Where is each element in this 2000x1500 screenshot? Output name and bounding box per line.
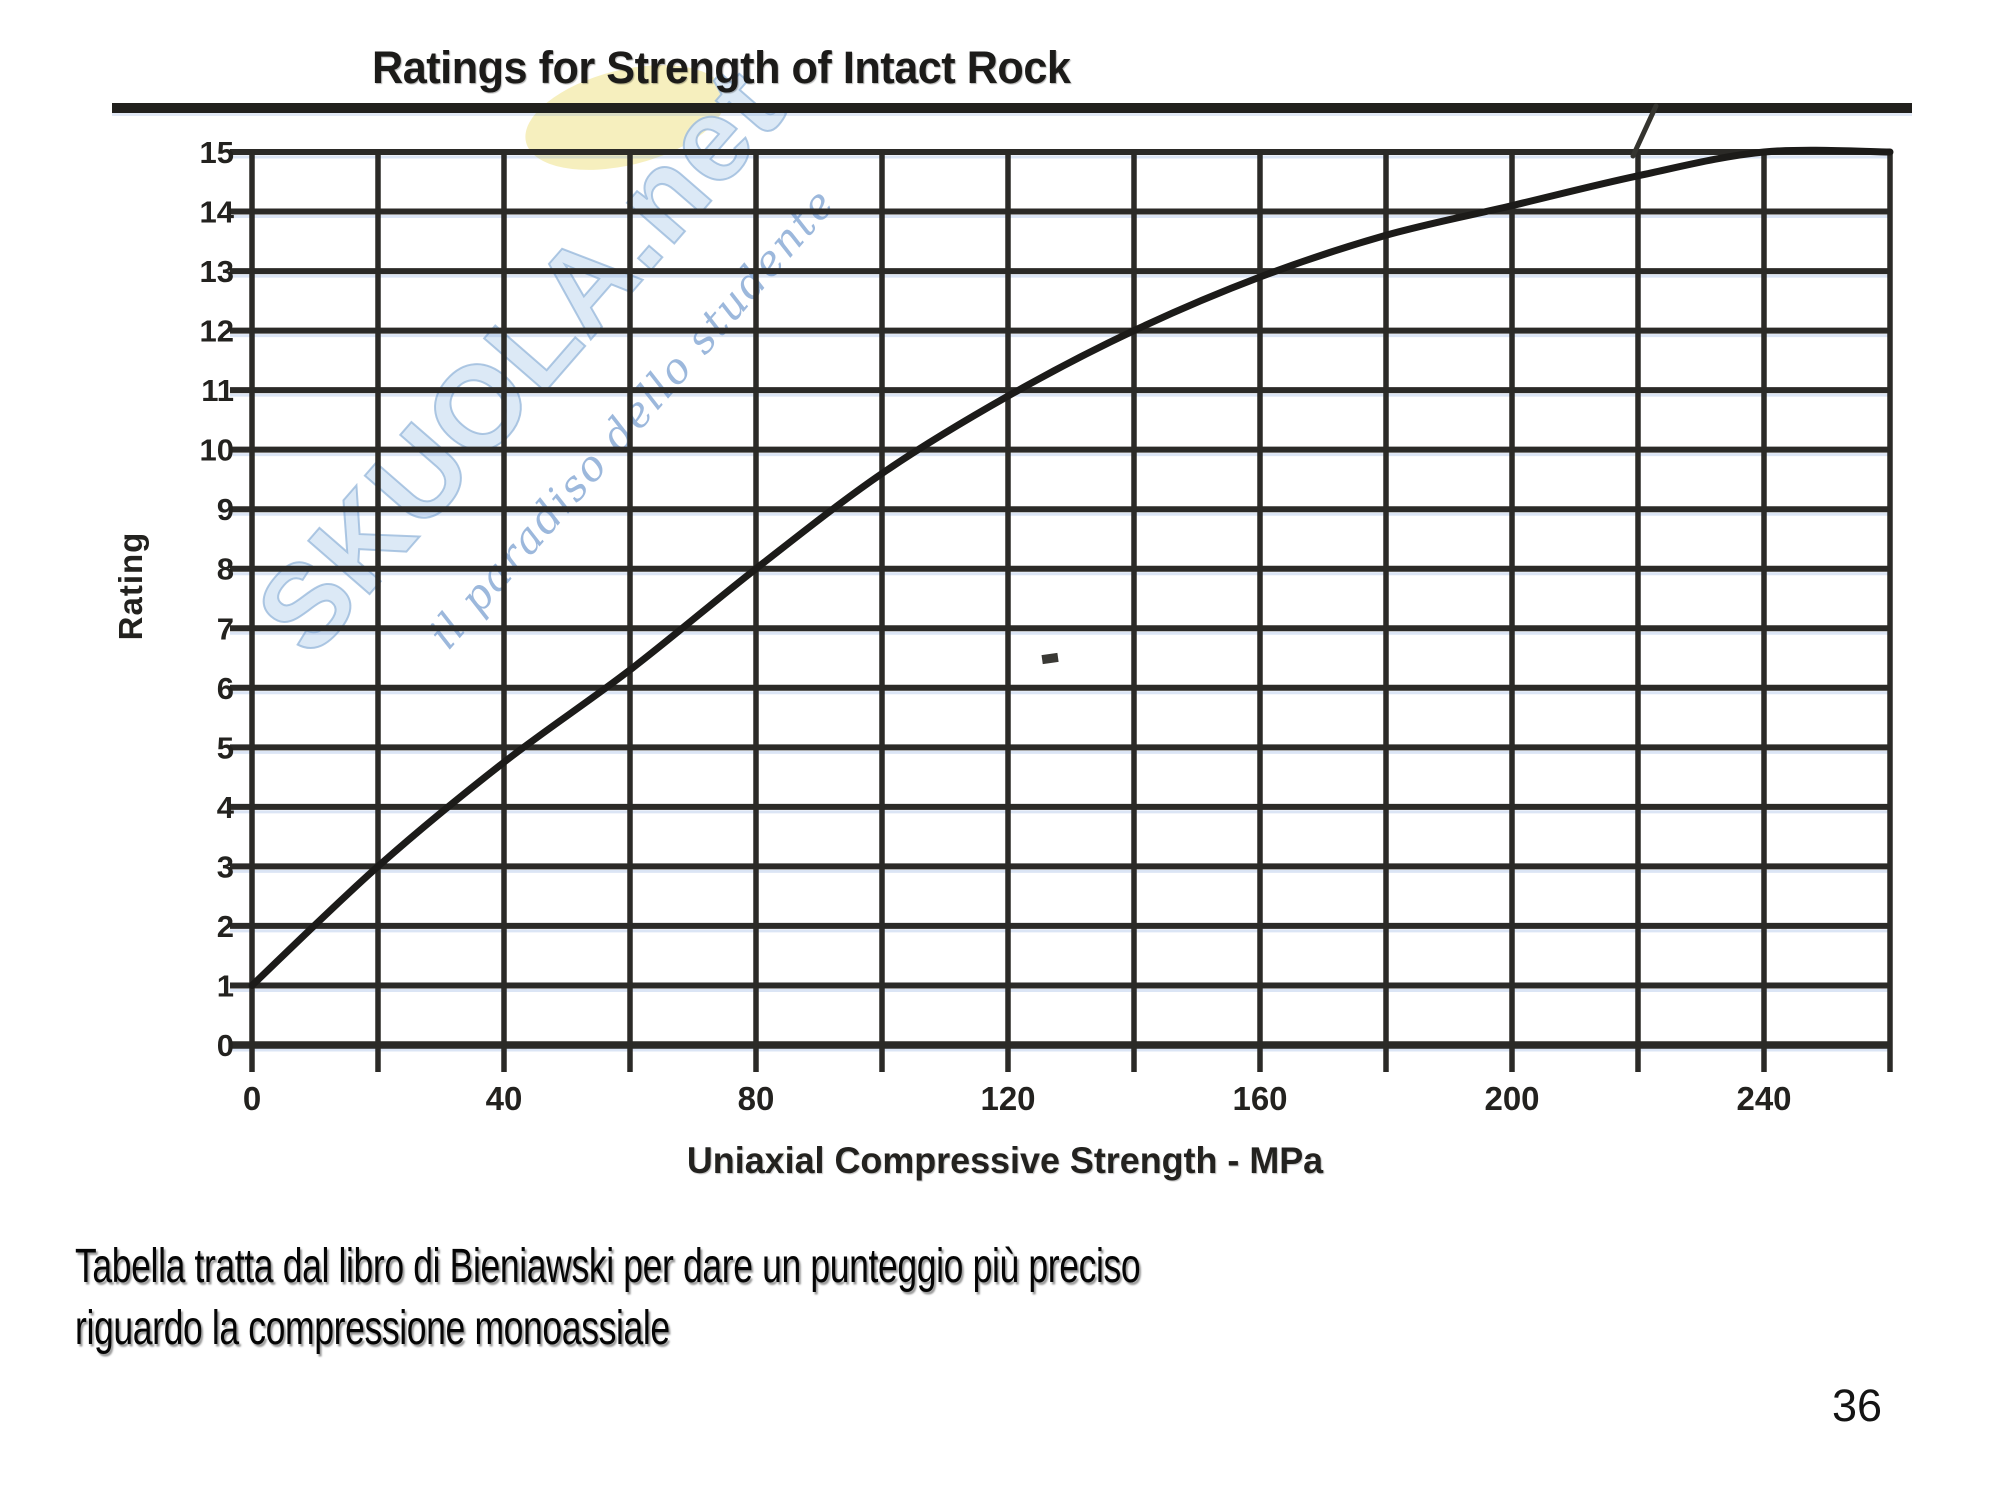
y-axis-title: Rating — [112, 531, 149, 641]
scan-artifact-stroke — [1630, 103, 1659, 159]
caption: Tabella tratta dal libro di Bieniawski p… — [75, 1236, 1141, 1360]
x-tick-label: 80 — [738, 1080, 775, 1117]
chart-title: Ratings for Strength of Intact Rock — [372, 42, 1071, 93]
y-tick-label: 4 — [217, 790, 235, 825]
caption-line-1: Tabella tratta dal libro di Bieniawski p… — [75, 1240, 1141, 1293]
page-number: 36 — [1832, 1380, 1883, 1431]
strength-rating-curve — [248, 146, 1894, 989]
x-tick-label: 160 — [1232, 1080, 1287, 1117]
y-tick-label: 10 — [200, 433, 234, 468]
y-tick-label: 7 — [217, 611, 234, 646]
y-tick-label: 12 — [200, 314, 234, 349]
y-tick-label: 9 — [217, 492, 234, 527]
y-tick-label: 1 — [217, 968, 234, 1003]
y-tick-label: 13 — [200, 254, 234, 289]
caption-line-2: riguardo la compressione monoassiale — [75, 1302, 670, 1355]
y-tick-label: 8 — [217, 552, 234, 587]
x-axis-title: Uniaxial Compressive Strength - MPa — [686, 1140, 1324, 1181]
y-tick-label: 11 — [201, 373, 234, 408]
title-underline-rule — [112, 103, 1912, 113]
y-tick-label: 6 — [217, 671, 234, 706]
x-tick-label: 200 — [1484, 1080, 1539, 1117]
y-tick-label: 0 — [217, 1028, 234, 1063]
y-tick-label: 3 — [217, 849, 234, 884]
y-tick-label: 14 — [200, 195, 235, 230]
scan-artifact-speck — [1041, 652, 1059, 665]
x-tick-label: 240 — [1736, 1080, 1791, 1117]
y-tick-label: 15 — [200, 135, 234, 170]
x-tick-label: 0 — [243, 1080, 261, 1117]
y-tick-label: 2 — [217, 909, 234, 944]
x-tick-label: 40 — [486, 1080, 523, 1117]
x-tick-label: 120 — [980, 1080, 1035, 1117]
y-tick-label: 5 — [217, 730, 234, 765]
